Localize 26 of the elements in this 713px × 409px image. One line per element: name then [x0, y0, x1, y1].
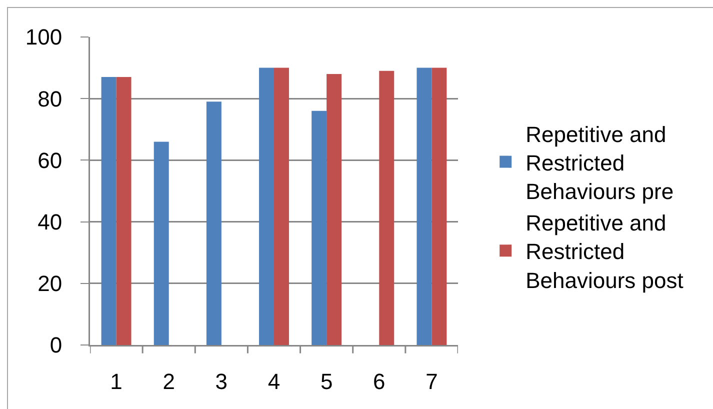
- bar: [379, 70, 394, 345]
- bar: [101, 77, 116, 345]
- bar: [432, 68, 447, 345]
- x-tick-label: 7: [426, 368, 438, 394]
- x-tick-label: 1: [110, 368, 122, 394]
- legend-label: Repetitive and Restricted Behaviours pre: [526, 122, 674, 204]
- x-tick-label: 5: [320, 368, 333, 394]
- bar: [206, 102, 222, 345]
- bar: [274, 68, 289, 345]
- x-tick-label: 3: [215, 368, 228, 394]
- legend-label: Repetitive and Restricted Behaviours post: [526, 210, 684, 293]
- y-tick-label: 60: [38, 148, 62, 173]
- bar: [312, 110, 327, 345]
- bar: [259, 68, 274, 345]
- y-tick-label: 80: [38, 86, 62, 112]
- bar: [154, 142, 169, 345]
- x-tick-label: 4: [268, 368, 280, 394]
- x-tick-label: 2: [162, 368, 175, 394]
- bar: [416, 68, 432, 345]
- y-tick-label: 100: [25, 24, 62, 50]
- bar: [116, 77, 132, 345]
- y-tick-label: 40: [38, 210, 62, 234]
- y-tick-label: 0: [50, 332, 62, 358]
- bar: [326, 74, 342, 345]
- x-tick-label: 6: [373, 368, 386, 394]
- y-tick-label: 20: [38, 271, 62, 296]
